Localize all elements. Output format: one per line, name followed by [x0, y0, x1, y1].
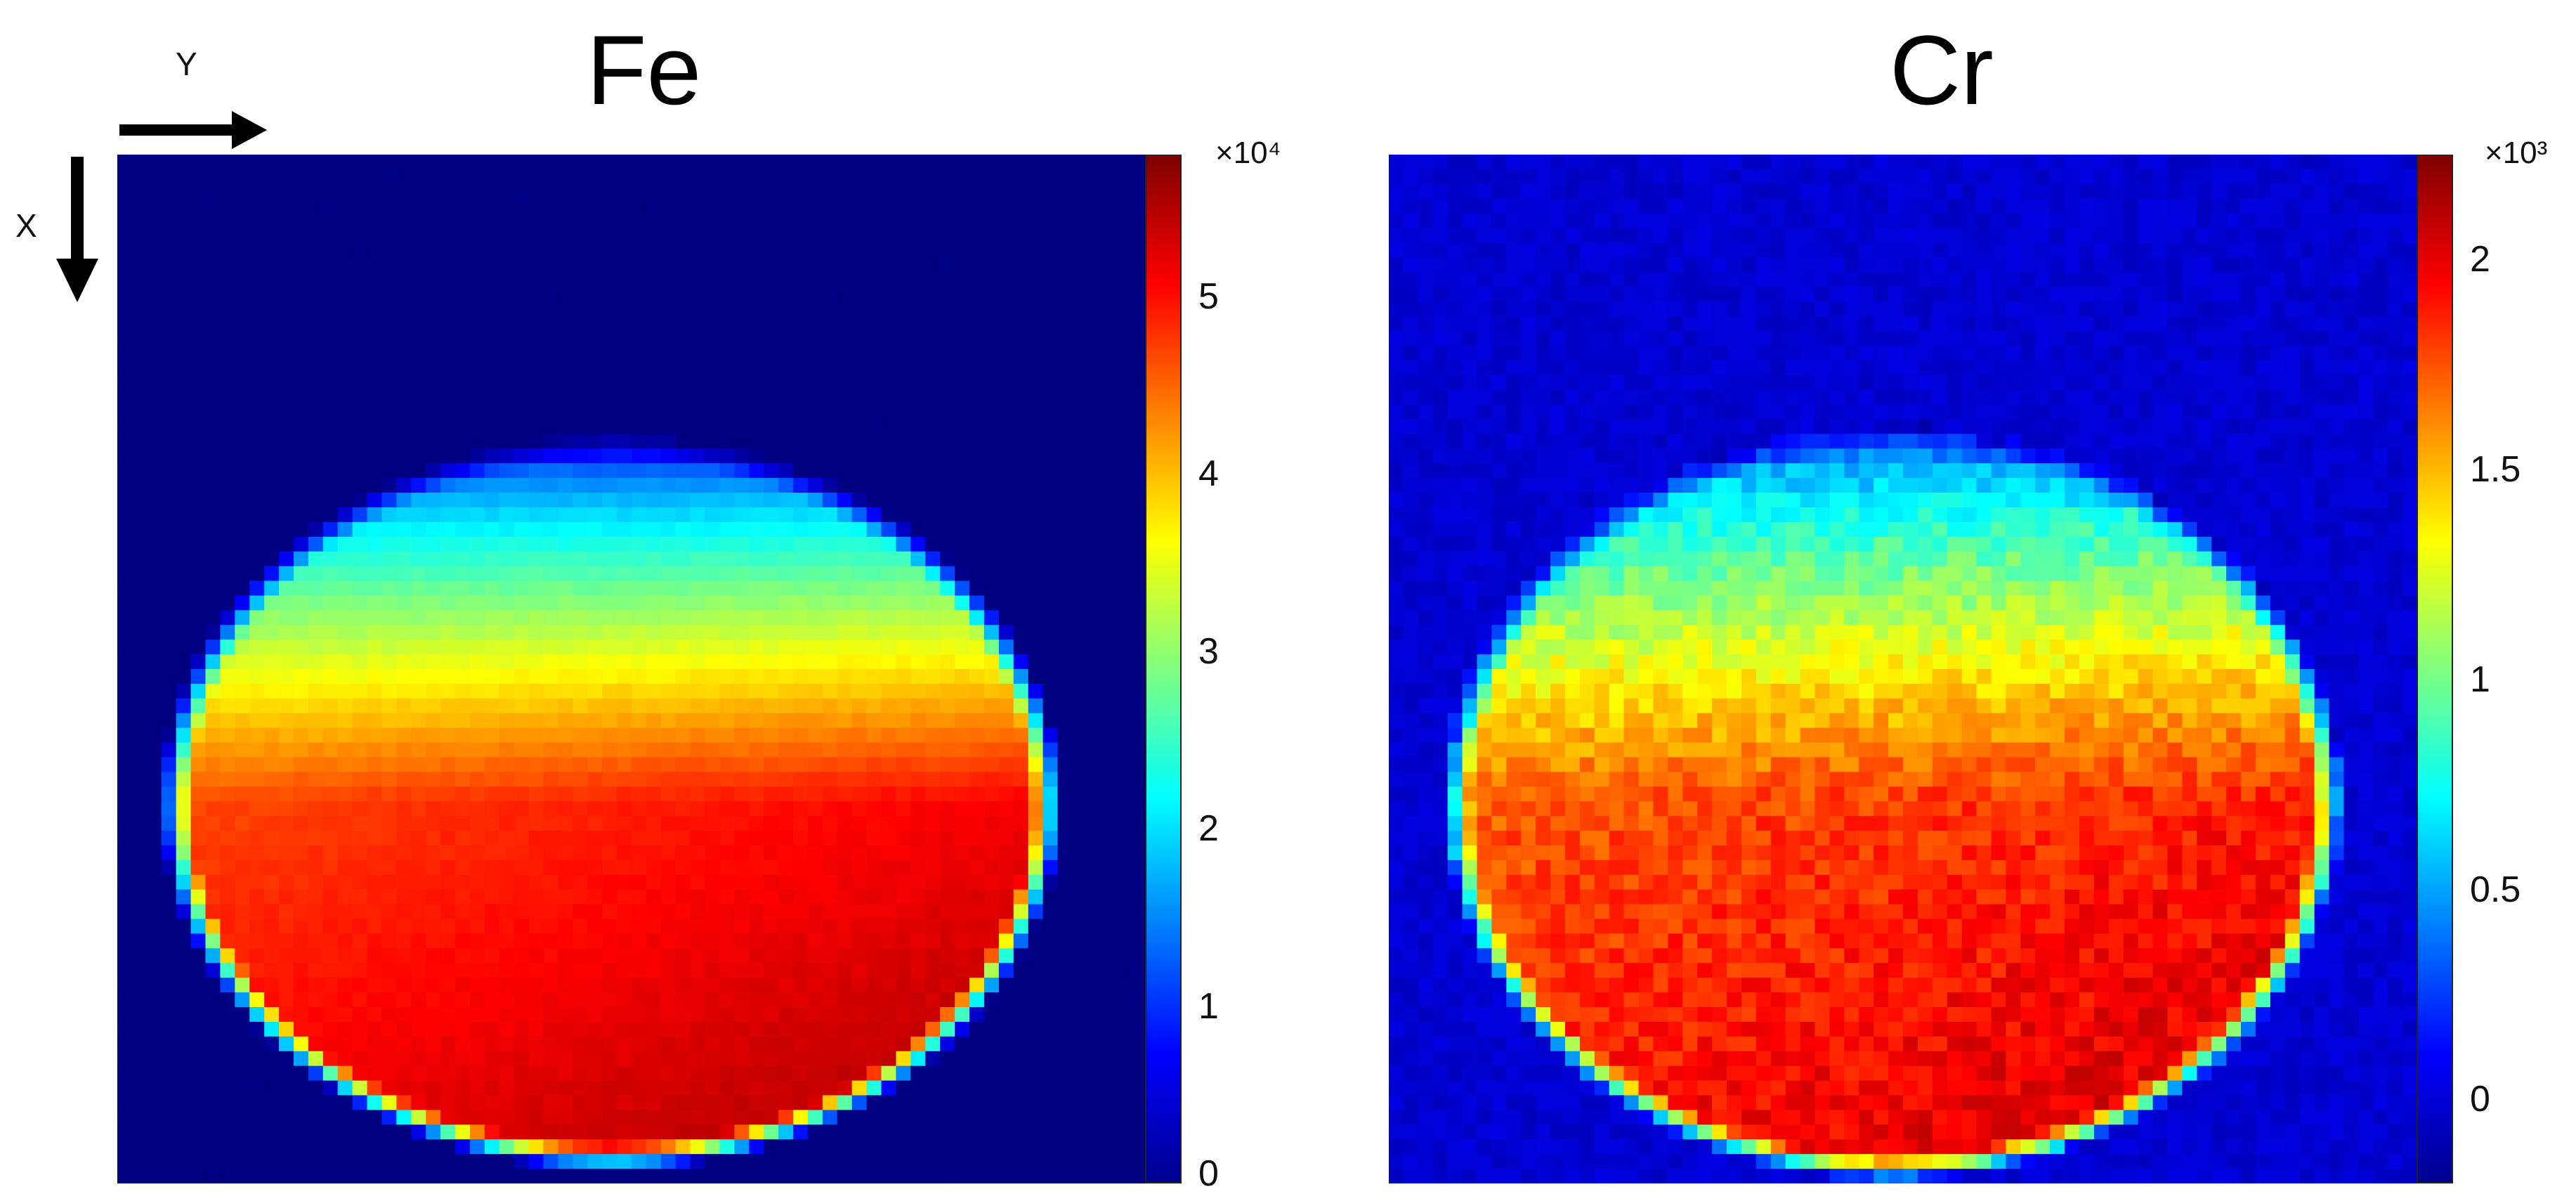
cr-title: Cr — [1890, 21, 1994, 119]
fe-title: Fe — [587, 21, 701, 119]
y-axis-label: Y — [176, 48, 197, 80]
x-axis-arrow-icon — [49, 153, 105, 308]
cr-colorbar — [2417, 155, 2453, 1183]
fe-colorbar — [1145, 155, 1182, 1183]
x-axis-label: X — [15, 209, 37, 242]
colorbar-tick-label: 2 — [1198, 810, 1219, 847]
colorbar-tick-label: 1.5 — [2470, 451, 2521, 488]
fe-colorbar-exponent: ×10⁴ — [1215, 138, 1281, 169]
colorbar-tick-label: 3 — [1198, 633, 1219, 670]
cr-colorbar-exponent: ×10³ — [2485, 138, 2547, 169]
fe-heatmap — [117, 155, 1146, 1183]
y-axis-arrow-icon — [116, 105, 277, 155]
colorbar-tick-label: 0 — [1198, 1155, 1219, 1192]
colorbar-tick-label: 0 — [2470, 1081, 2490, 1117]
colorbar-tick-label: 2 — [2470, 241, 2490, 278]
colorbar-tick-label: 1 — [1198, 988, 1219, 1025]
cr-heatmap — [1389, 155, 2417, 1183]
colorbar-tick-label: 0.5 — [2470, 871, 2521, 908]
colorbar-tick-label: 1 — [2470, 661, 2490, 698]
colorbar-tick-label: 4 — [1198, 455, 1219, 492]
colorbar-tick-label: 5 — [1198, 278, 1219, 315]
